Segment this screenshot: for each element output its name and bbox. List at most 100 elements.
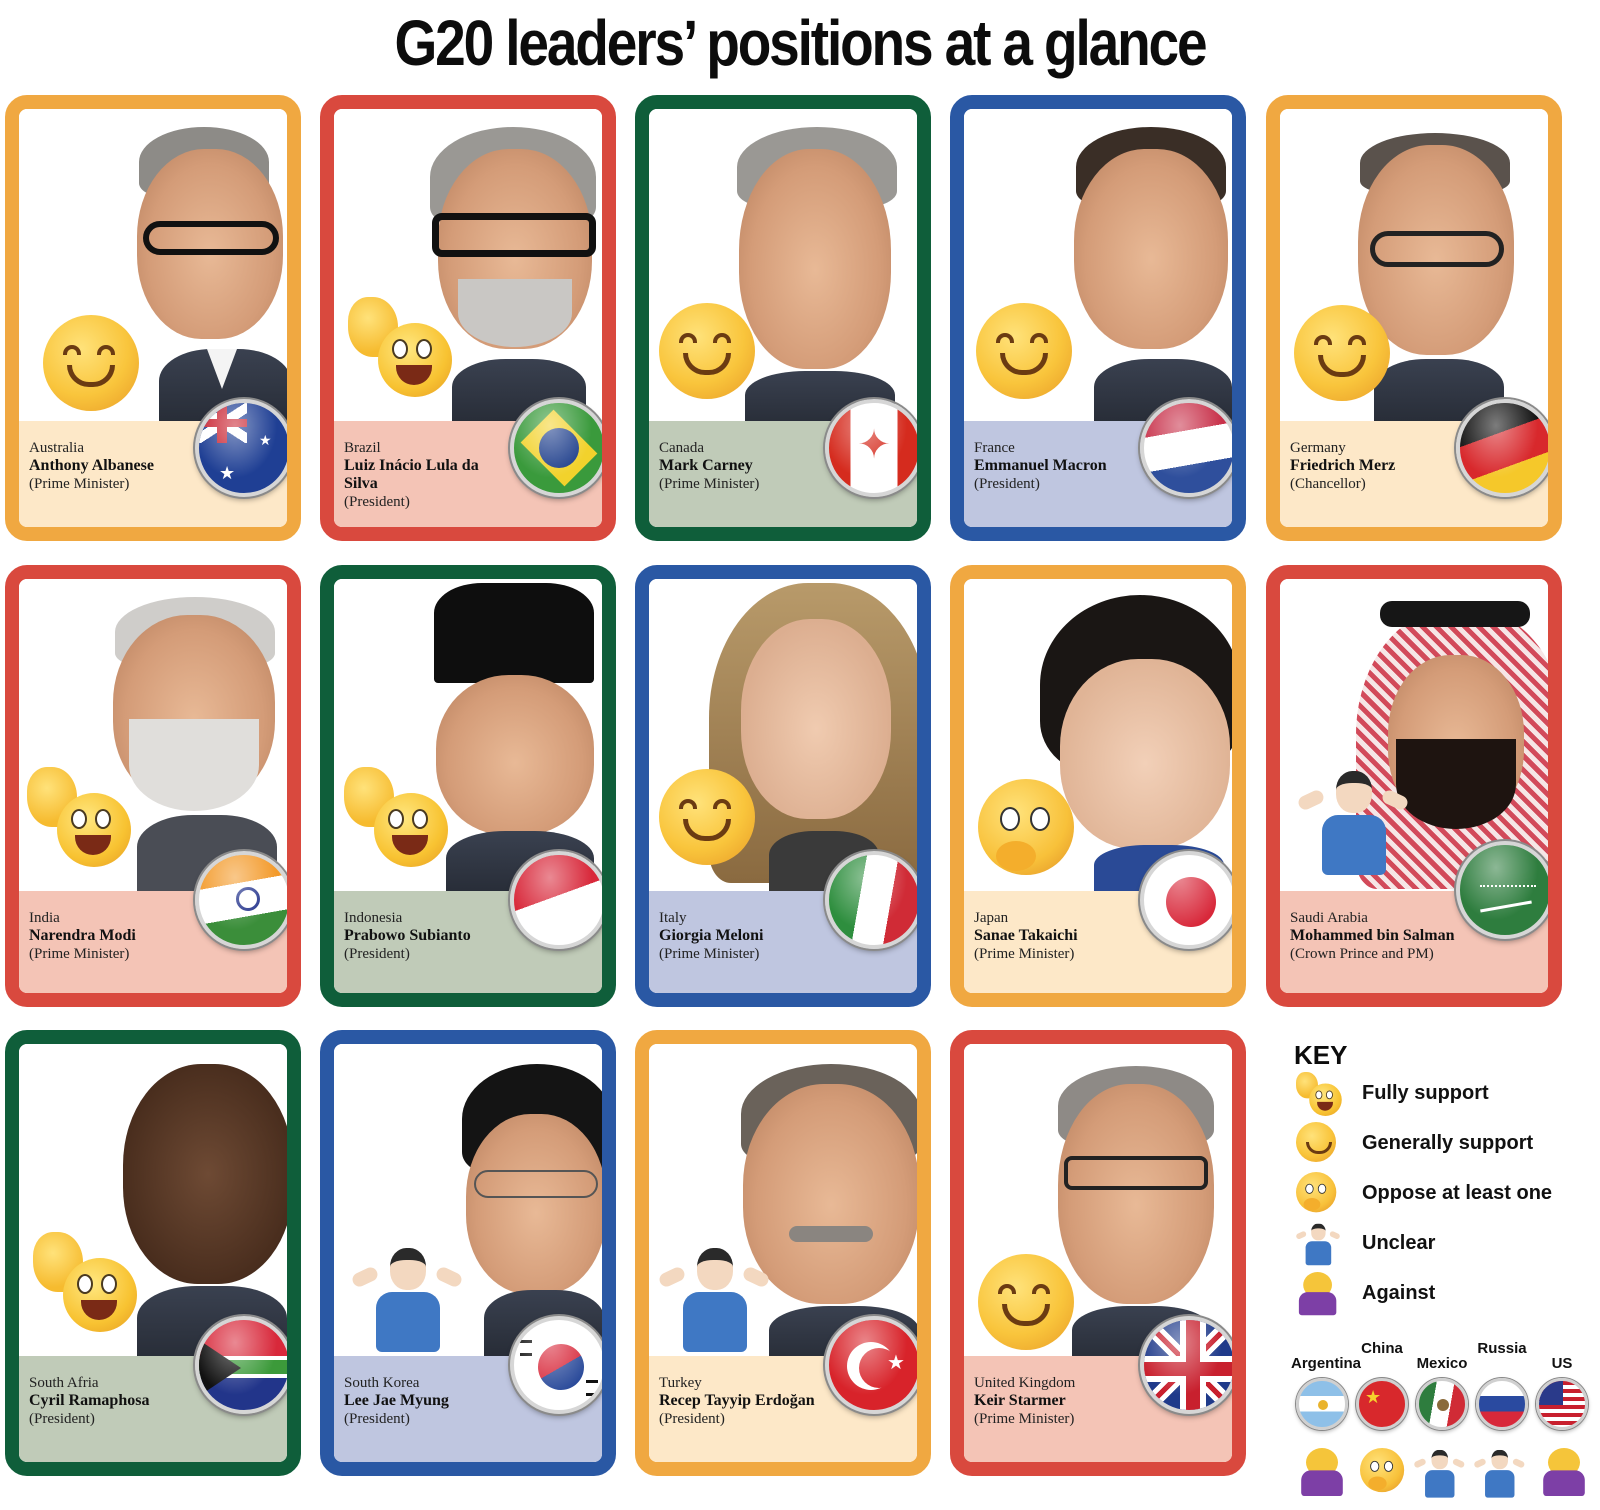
other-country-label-us: US	[1551, 1355, 1573, 1372]
country-label: France	[974, 440, 1015, 456]
position-mexico	[1413, 1448, 1466, 1499]
country-label: Germany	[1290, 440, 1346, 456]
thumbs-up-face-icon	[1296, 1072, 1344, 1116]
key-item-unclear: Unclear	[1295, 1222, 1596, 1266]
flag-south-africa-icon	[195, 1316, 287, 1414]
glasses-icon	[1370, 231, 1504, 267]
country-label: South Korea	[344, 1375, 420, 1391]
leader-name: Keir Starmer	[974, 1392, 1066, 1409]
thinking-face-icon	[1360, 1448, 1405, 1493]
leader-name: Narendra Modi	[29, 927, 136, 944]
glasses-icon	[474, 1170, 598, 1198]
leader-role: (Prime Minister)	[659, 946, 760, 962]
key-label: Fully support	[1362, 1082, 1489, 1104]
leader-role: (President)	[344, 1411, 410, 1427]
leader-name: Emmanuel Macron	[974, 457, 1107, 474]
leader-card-italy: Italy Giorgia Meloni (Prime Minister)	[635, 565, 931, 1007]
flag-china-icon: ★	[1356, 1378, 1408, 1430]
leader-name: Lee Jae Myung	[344, 1392, 449, 1409]
position-us	[1540, 1448, 1590, 1498]
leader-name: Sanae Takaichi	[974, 927, 1078, 944]
smiling-face-icon	[978, 1254, 1074, 1350]
shrugging-person-icon	[1473, 1448, 1526, 1499]
shrugging-person-icon	[1413, 1448, 1466, 1499]
flag-turkey-icon: ★	[825, 1316, 917, 1414]
leader-card-france: France Emmanuel Macron (President)	[950, 95, 1246, 541]
leader-role: (President)	[29, 1411, 95, 1427]
leader-card-saudi-arabia: Saudi Arabia Mohammed bin Salman (Crown …	[1266, 565, 1562, 1007]
flag-germany-icon	[1456, 399, 1548, 497]
key-item-oppose-at-least-one: Oppose at least one	[1296, 1172, 1596, 1216]
country-label: Brazil	[344, 440, 381, 456]
leader-card-germany: Germany Friedrich Merz (Chancellor)	[1266, 95, 1562, 541]
key-title: KEY	[1294, 1040, 1348, 1070]
shrugging-person-icon	[350, 1244, 464, 1354]
leader-name: Recep Tayyip Erdoğan	[659, 1392, 815, 1409]
country-label: Indonesia	[344, 910, 403, 926]
shrugging-person-icon	[1295, 1222, 1341, 1266]
thumbs-up-face-icon	[344, 767, 454, 867]
country-label: Turkey	[659, 1375, 702, 1391]
smiling-face-icon	[1294, 305, 1390, 401]
leader-portrait	[1058, 1084, 1214, 1304]
country-label: United Kingdom	[974, 1375, 1076, 1391]
thumbs-up-face-icon	[33, 1232, 143, 1332]
country-label: Saudi Arabia	[1290, 910, 1368, 926]
leader-card-japan: Japan Sanae Takaichi (Prime Minister)	[950, 565, 1246, 1007]
leader-role: (Crown Prince and PM)	[1290, 946, 1434, 962]
smiling-face-icon	[976, 303, 1072, 399]
thinking-face-icon	[1296, 1172, 1337, 1213]
key-item-generally-support: Generally support	[1296, 1122, 1596, 1166]
position-argentina	[1298, 1448, 1348, 1498]
flag-canada-icon: ✦	[825, 399, 917, 497]
other-country-label-argentina: Argentina	[1290, 1355, 1361, 1372]
leader-name: Mark Carney	[659, 457, 753, 474]
shrugging-person-icon	[657, 1244, 771, 1354]
flag-italy-icon	[825, 851, 917, 949]
flag-india-icon	[195, 851, 287, 949]
leader-portrait	[466, 1114, 602, 1294]
leader-portrait	[743, 1084, 917, 1304]
flag-south-korea-icon	[510, 1316, 602, 1414]
leader-portrait	[436, 675, 594, 835]
leader-role: (Prime Minister)	[659, 476, 760, 492]
gesturing-no-person-icon	[1298, 1448, 1346, 1496]
flag-us-icon	[1536, 1378, 1588, 1430]
key-item-fully-support: Fully support	[1296, 1072, 1596, 1116]
flag-japan-icon	[1140, 851, 1232, 949]
flag-united-kingdom-icon	[1140, 1316, 1232, 1414]
gesturing-no-person-icon	[1296, 1272, 1339, 1316]
flag-mexico-icon	[1416, 1378, 1468, 1430]
thumbs-up-face-icon	[27, 767, 137, 867]
leader-role: (Prime Minister)	[29, 476, 130, 492]
flag-brazil-icon	[510, 399, 602, 497]
smiling-face-icon	[659, 303, 755, 399]
gesturing-no-person-icon	[1540, 1448, 1588, 1496]
thinking-face-icon	[978, 779, 1074, 875]
flag-argentina-icon	[1296, 1378, 1348, 1430]
position-russia	[1473, 1448, 1526, 1499]
country-label: India	[29, 910, 60, 926]
leader-card-south-korea: South Korea Lee Jae Myung (President)	[320, 1030, 616, 1476]
leader-card-australia: Australia Anthony Albanese (Prime Minist…	[5, 95, 301, 541]
leader-role: (Prime Minister)	[974, 1411, 1075, 1427]
glasses-icon	[432, 213, 596, 257]
other-country-label-mexico: Mexico	[1416, 1355, 1468, 1372]
country-label: Italy	[659, 910, 687, 926]
leader-card-turkey: Turkey Recep Tayyip Erdoğan (President) …	[635, 1030, 931, 1476]
thumbs-up-face-icon	[348, 297, 458, 397]
leader-role: (Prime Minister)	[29, 946, 130, 962]
position-china	[1360, 1448, 1410, 1498]
leader-role: (President)	[974, 476, 1040, 492]
glasses-icon	[143, 221, 279, 255]
flag-indonesia-icon	[510, 851, 602, 949]
key-label: Unclear	[1362, 1232, 1436, 1254]
smiling-face-icon	[1296, 1122, 1336, 1162]
leader-card-indonesia: Indonesia Prabowo Subianto (President)	[320, 565, 616, 1007]
flag-russia-icon	[1476, 1378, 1528, 1430]
key-label: Against	[1362, 1282, 1436, 1304]
other-country-label-russia: Russia	[1477, 1340, 1527, 1357]
leader-portrait	[1060, 659, 1230, 849]
leader-card-united-kingdom: United Kingdom Keir Starmer (Prime Minis…	[950, 1030, 1246, 1476]
leader-portrait	[123, 1064, 287, 1284]
